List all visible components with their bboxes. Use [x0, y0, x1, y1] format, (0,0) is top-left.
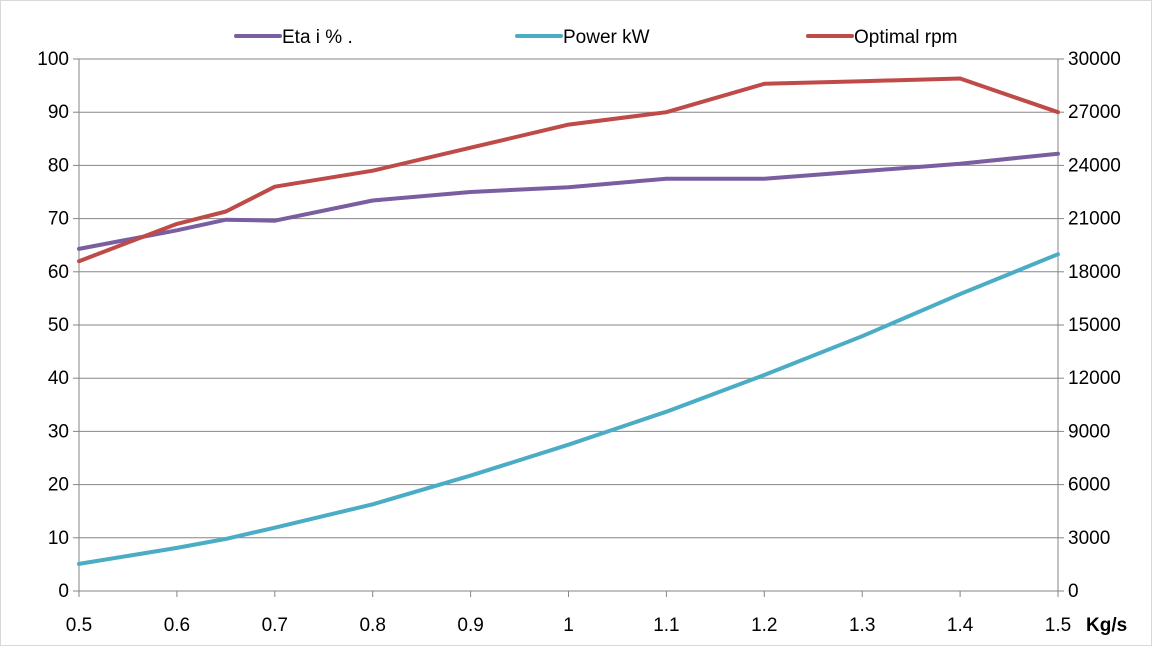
left-tick-label: 100 — [37, 49, 69, 70]
x-tick-label: 0.7 — [262, 615, 288, 636]
left-tick-label: 40 — [48, 368, 69, 389]
right-tick-label: 6000 — [1068, 475, 1110, 496]
x-tick-label: 1.4 — [947, 615, 974, 636]
x-tick-label: 0.5 — [66, 615, 92, 636]
right-tick-label: 21000 — [1068, 209, 1121, 230]
right-tick-label: 3000 — [1068, 528, 1110, 549]
left-tick-label: 70 — [48, 209, 69, 230]
right-tick-label: 12000 — [1068, 368, 1121, 389]
series-line — [77, 76, 1060, 264]
x-tick-label: 1 — [563, 615, 574, 636]
right-tick-label: 24000 — [1068, 155, 1121, 176]
x-tick-label: 1.1 — [653, 615, 679, 636]
left-tick-label: 50 — [48, 315, 69, 336]
right-tick-label: 0 — [1068, 581, 1079, 602]
x-axis-ticks: 0.5 0.6 0.7 0.8 0.9 1 1.1 1.2 1.3 1.4 1.5 — [66, 591, 1071, 636]
x-axis-unit-label: Kg/s — [1086, 615, 1127, 636]
right-tick-label: 15000 — [1068, 315, 1121, 336]
left-tick-label: 20 — [48, 475, 69, 496]
series-line — [77, 252, 1060, 566]
right-y-axis-ticks: 0 3000 6000 9000 12000 15000 18000 21000 24000 27… — [1058, 49, 1121, 602]
x-tick-label: 1.3 — [849, 615, 875, 636]
legend-label: Power kW — [563, 27, 650, 48]
left-tick-label: 90 — [48, 102, 69, 123]
x-tick-label: 1.5 — [1045, 615, 1071, 636]
right-tick-label: 27000 — [1068, 102, 1121, 123]
left-tick-label: 0 — [58, 581, 69, 602]
series-line — [77, 151, 1060, 251]
series-lines — [77, 76, 1060, 566]
right-tick-label: 9000 — [1068, 421, 1110, 442]
x-tick-label: 1.2 — [751, 615, 777, 636]
left-tick-label: 60 — [48, 262, 69, 283]
legend-label: Optimal rpm — [854, 27, 957, 48]
left-y-axis-ticks: 0 10 20 30 40 50 60 70 80 90 100 — [37, 49, 79, 602]
legend: Eta i % . Power kW Optimal rpm — [234, 27, 957, 48]
legend-label: Eta i % . — [282, 27, 353, 48]
x-tick-label: 0.9 — [457, 615, 483, 636]
x-tick-label: 0.8 — [359, 615, 385, 636]
right-tick-label: 30000 — [1068, 49, 1121, 70]
gridlines — [79, 58, 1058, 539]
left-tick-label: 10 — [48, 528, 69, 549]
x-tick-label: 0.6 — [164, 615, 190, 636]
left-tick-label: 80 — [48, 155, 69, 176]
left-tick-label: 30 — [48, 421, 69, 442]
right-tick-label: 18000 — [1068, 262, 1121, 283]
